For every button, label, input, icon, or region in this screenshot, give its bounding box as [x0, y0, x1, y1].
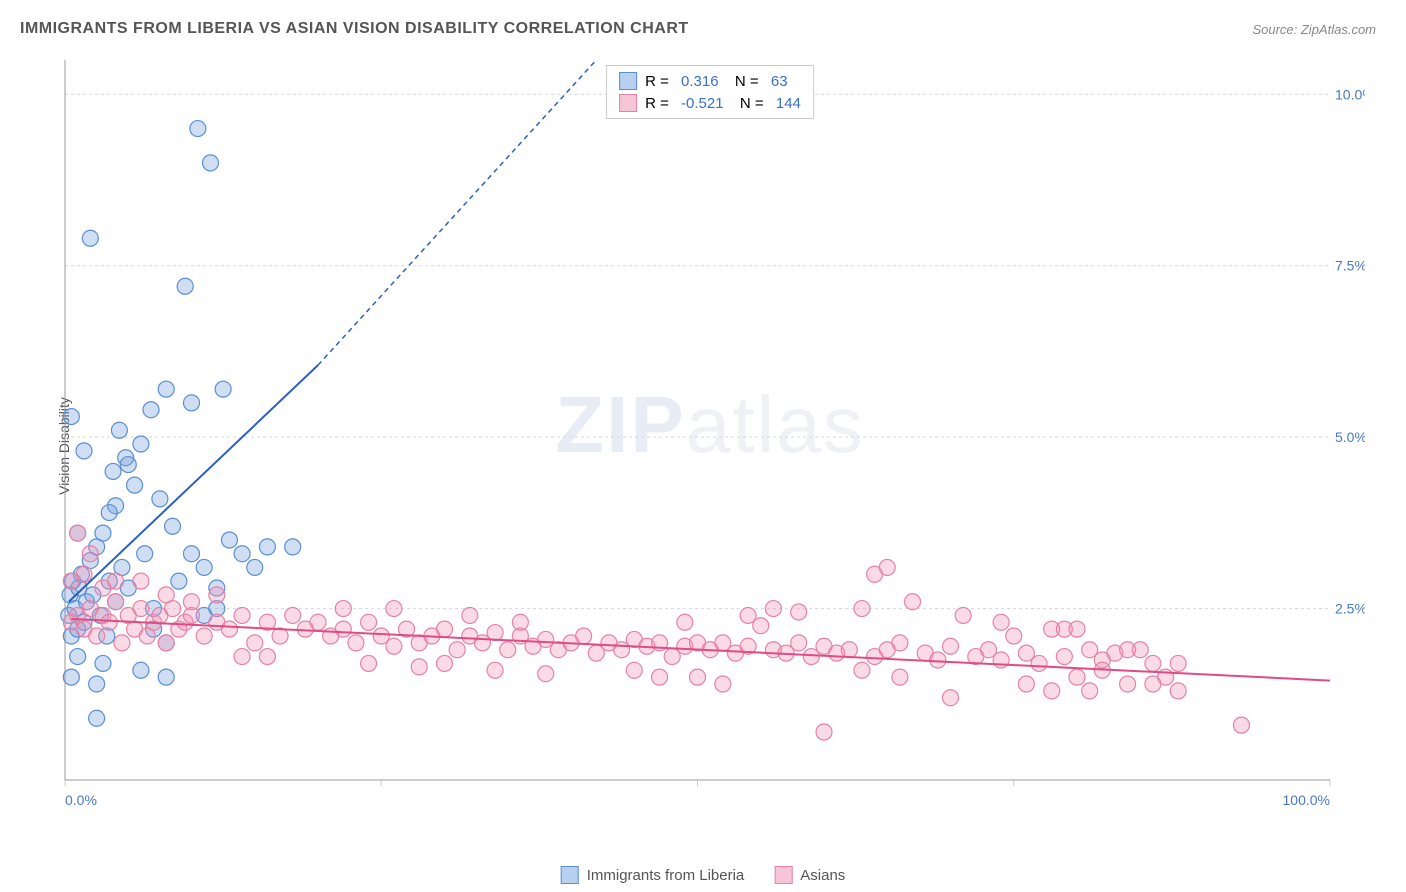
series-legend: Immigrants from Liberia Asians: [561, 866, 846, 884]
chart-title: IMMIGRANTS FROM LIBERIA VS ASIAN VISION …: [20, 20, 689, 38]
legend-label-1: Asians: [800, 867, 845, 884]
svg-text:100.0%: 100.0%: [1283, 792, 1330, 808]
legend-row-series-1: R = -0.521 N = 144: [619, 94, 801, 112]
legend-r-value-0: 0.316: [681, 73, 719, 90]
legend-r-value-1: -0.521: [681, 95, 724, 112]
scatter-plot: 2.5% 5.0% 7.5% 10.0% 0.0% 100.0%: [55, 55, 1365, 825]
swatch-series-1: [619, 94, 637, 112]
legend-n-label-0: N =: [727, 73, 763, 90]
legend-item-1: Asians: [774, 866, 845, 884]
svg-text:5.0%: 5.0%: [1335, 429, 1365, 445]
legend-swatch-1: [774, 866, 792, 884]
svg-text:0.0%: 0.0%: [65, 792, 97, 808]
svg-text:7.5%: 7.5%: [1335, 258, 1365, 274]
legend-swatch-0: [561, 866, 579, 884]
swatch-series-0: [619, 72, 637, 90]
legend-row-series-0: R = 0.316 N = 63: [619, 72, 801, 90]
svg-text:10.0%: 10.0%: [1335, 86, 1365, 102]
chart-area: ZIPatlas 2.5%5.0%7.5%10.0%0.0%100.0% R =…: [55, 55, 1365, 825]
source-attribution: Source: ZipAtlas.com: [1252, 22, 1376, 37]
legend-r-label-1: R =: [645, 95, 673, 112]
correlation-legend: R = 0.316 N = 63 R = -0.521 N = 144: [606, 65, 814, 119]
svg-text:2.5%: 2.5%: [1335, 601, 1365, 617]
legend-label-0: Immigrants from Liberia: [587, 867, 745, 884]
legend-n-value-0: 63: [771, 73, 788, 90]
legend-item-0: Immigrants from Liberia: [561, 866, 745, 884]
legend-r-label-0: R =: [645, 73, 673, 90]
legend-n-label-1: N =: [732, 95, 768, 112]
legend-n-value-1: 144: [776, 95, 801, 112]
